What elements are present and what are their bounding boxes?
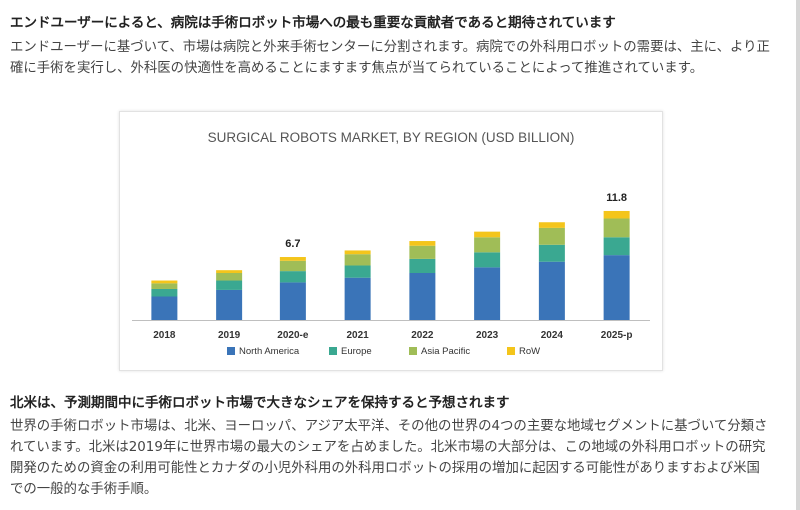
chart-title: SURGICAL ROBOTS MARKET, BY REGION (USD B…: [208, 130, 575, 145]
bar-europe-2022: [409, 258, 436, 273]
bar-asia-pacific-2024: [538, 227, 565, 245]
bar-row-2024: [538, 222, 565, 228]
scrollbar[interactable]: [796, 0, 800, 510]
section-body-end-users: エンドユーザーに基づいて、市場は病院と外来手術センターに分割されます。病院での外…: [10, 40, 770, 76]
x-tick-label-2020-e: 2020-e: [277, 330, 309, 341]
bar-asia-pacific-2019: [216, 273, 243, 281]
bar-north-america-2018: [151, 296, 178, 320]
bar-europe-2021: [344, 265, 371, 278]
bar-north-america-2023: [474, 267, 501, 320]
bar-north-america-2024: [538, 261, 565, 320]
bar-row-2023: [474, 231, 501, 238]
bar-asia-pacific-2021: [344, 254, 371, 266]
x-tick-label-2024: 2024: [541, 330, 564, 341]
bar-europe-2023: [474, 252, 501, 268]
bar-row-2020-e: [279, 257, 306, 261]
legend-swatch-north-america: [227, 347, 235, 355]
x-tick-label-2022: 2022: [411, 330, 434, 341]
bar-north-america-2019: [216, 289, 243, 320]
x-tick-label-2018: 2018: [153, 330, 176, 341]
bar-asia-pacific-2023: [474, 237, 501, 253]
bar-row-2018: [151, 280, 178, 284]
section-heading-end-users: エンドユーザーによると、病院は手術ロボット市場への最も重要な貢献者であると期待さ…: [10, 15, 616, 31]
chart-card: SURGICAL ROBOTS MARKET, BY REGION (USD B…: [119, 111, 663, 371]
bar-north-america-2020-e: [279, 282, 306, 320]
bar-asia-pacific-2020-e: [279, 260, 306, 272]
x-tick-label-2023: 2023: [476, 330, 499, 341]
legend-swatch-europe: [329, 347, 337, 355]
bar-asia-pacific-2018: [151, 283, 178, 289]
bar-row-2021: [344, 250, 371, 255]
data-label-2025-p: 11.8: [606, 192, 627, 204]
legend-label-row: RoW: [519, 346, 540, 357]
bar-north-america-2025-p: [603, 255, 630, 320]
bar-row-2025-p: [603, 210, 630, 219]
bar-europe-2019: [216, 280, 243, 290]
stacked-bar-chart: SURGICAL ROBOTS MARKET, BY REGION (USD B…: [132, 130, 650, 357]
x-tick-label-2021: 2021: [347, 330, 370, 341]
bar-north-america-2022: [409, 273, 436, 320]
bar-europe-2018: [151, 288, 178, 297]
legend-label-europe: Europe: [341, 346, 372, 357]
bar-europe-2024: [538, 244, 565, 262]
legend-label-north-america: North America: [239, 346, 300, 357]
legend-label-asia-pacific: Asia Pacific: [421, 346, 470, 357]
bar-asia-pacific-2022: [409, 245, 436, 259]
x-tick-label-2025-p: 2025-p: [601, 330, 633, 341]
data-label-2020-e: 6.7: [285, 238, 300, 250]
bar-europe-2020-e: [279, 271, 306, 283]
bar-europe-2025-p: [603, 237, 630, 256]
bar-asia-pacific-2025-p: [603, 218, 630, 238]
legend-swatch-row: [507, 347, 515, 355]
bar-row-2019: [216, 270, 243, 273]
section-body-north-america: 世界の手術ロボット市場は、北米、ヨーロッパ、アジア太平洋、その他の世界の4つの主…: [10, 419, 768, 497]
bar-row-2022: [409, 241, 436, 246]
legend-swatch-asia-pacific: [409, 347, 417, 355]
bar-north-america-2021: [344, 277, 371, 320]
section-heading-north-america: 北米は、予測期間中に手術ロボット市場で大きなシェアを保持すると予想されます: [10, 395, 510, 411]
x-tick-label-2019: 2019: [218, 330, 241, 341]
